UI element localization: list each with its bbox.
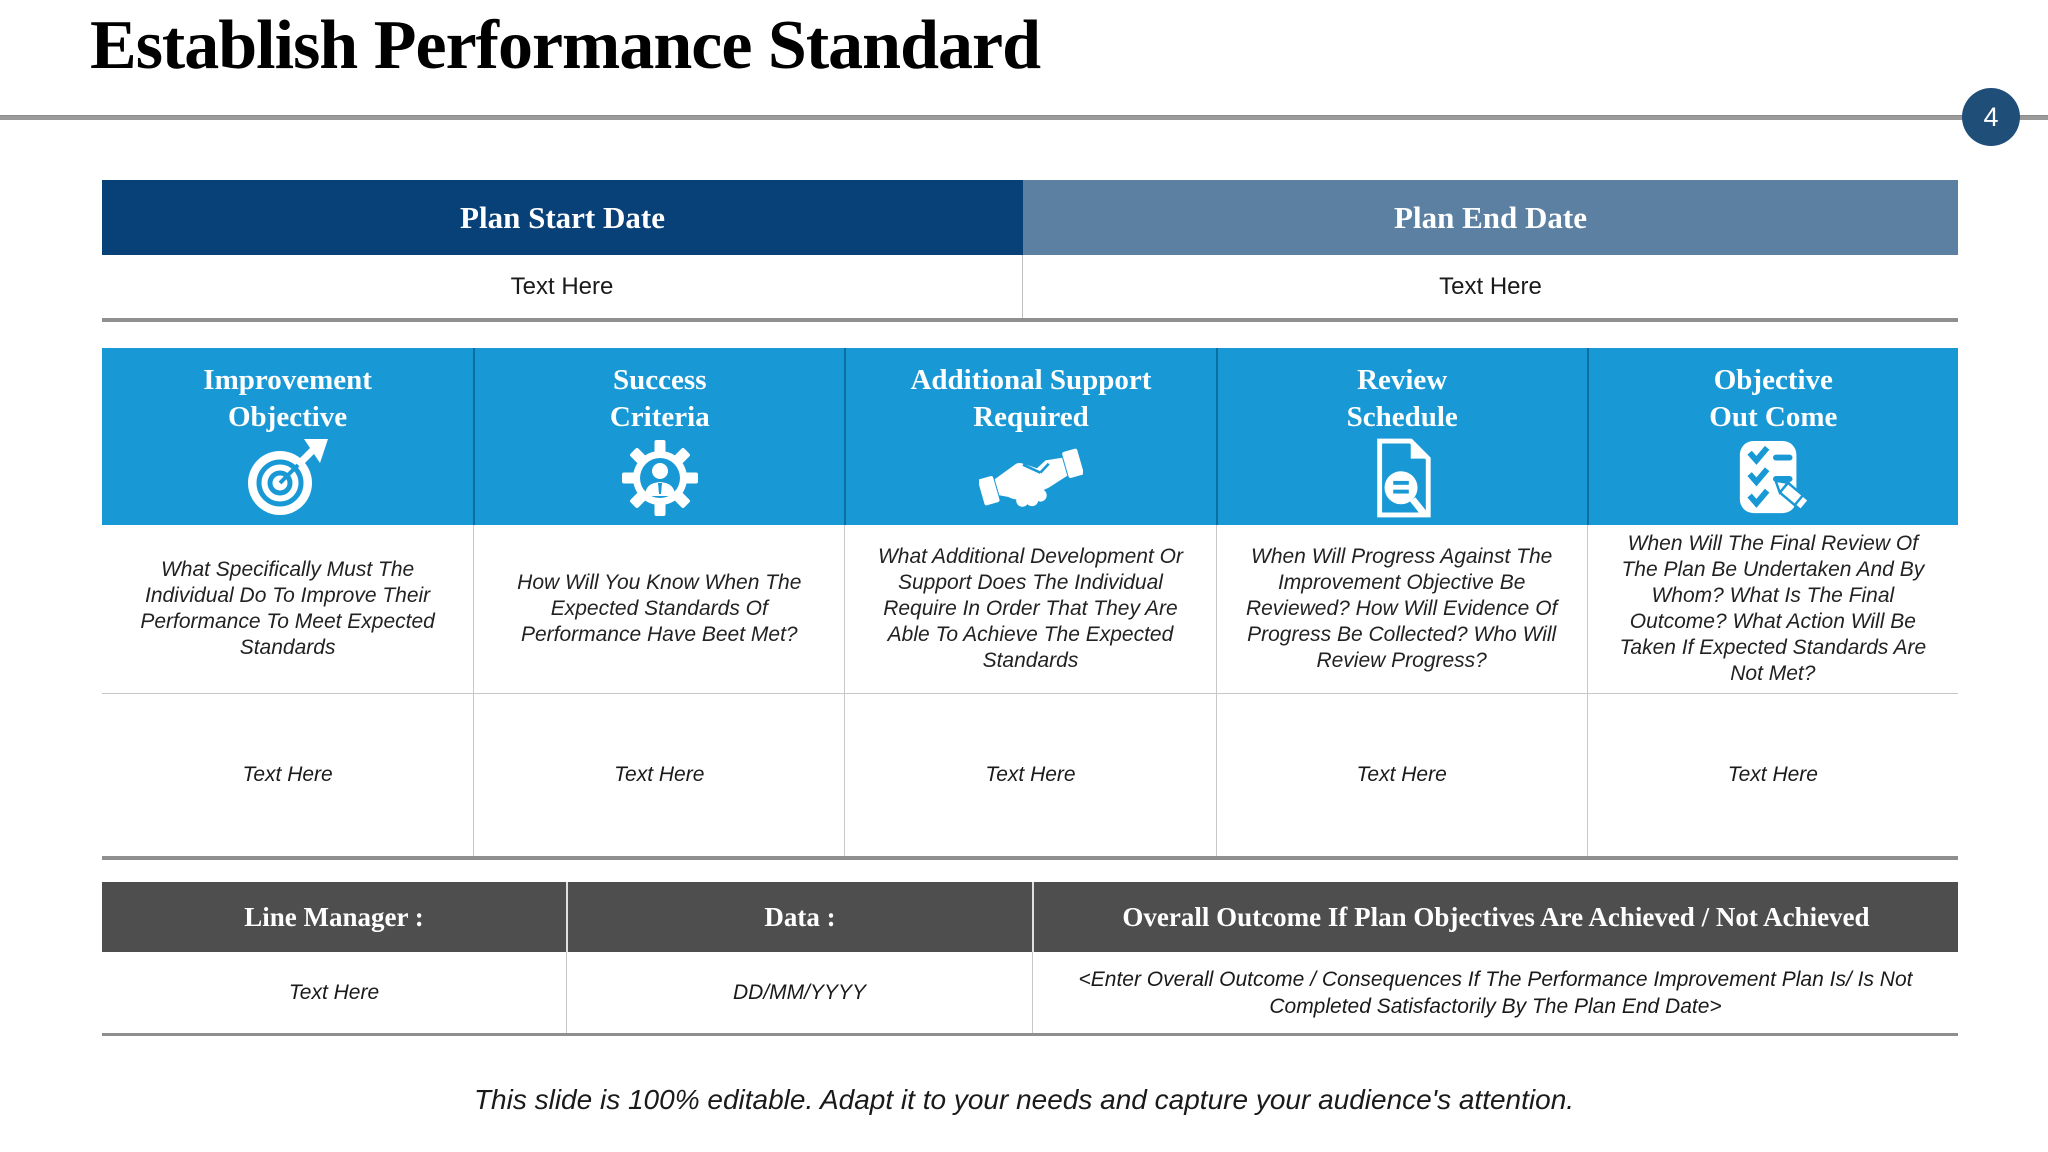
column-label: Objective Out Come <box>1709 364 1838 433</box>
date-placeholder[interactable]: DD/MM/YYYY <box>566 952 1032 1033</box>
value-additional-support[interactable]: Text Here <box>844 694 1215 856</box>
description-success-criteria: How Will You Know When The Expected Stan… <box>473 525 844 693</box>
value-review-schedule[interactable]: Text Here <box>1215 694 1587 856</box>
header-success-criteria: Success Criteria <box>473 348 845 525</box>
column-label: Review Schedule <box>1346 364 1458 433</box>
summary-table: Line Manager : Data : Overall Outcome If… <box>102 882 1958 1036</box>
checklist-pencil-icon <box>1730 436 1816 525</box>
overall-outcome-header: Overall Outcome If Plan Objectives Are A… <box>1032 882 1958 952</box>
page-number-badge: 4 <box>1962 88 2020 146</box>
header-objective-outcome: Objective Out Come <box>1586 348 1958 525</box>
title-divider <box>0 115 2048 120</box>
summary-header-row: Line Manager : Data : Overall Outcome If… <box>102 882 1958 952</box>
page-number: 4 <box>1983 101 1999 132</box>
column-label: Improvement Objective <box>203 364 372 433</box>
plan-start-date-placeholder[interactable]: Text Here <box>102 255 1023 318</box>
line-manager-header: Line Manager : <box>102 882 566 952</box>
page-title: Establish Performance Standard <box>90 7 1041 84</box>
document-search-icon <box>1368 436 1436 525</box>
objectives-header-row: Improvement Objective Success <box>102 348 1958 525</box>
header-review-schedule: Review Schedule <box>1215 348 1587 525</box>
description-objective-outcome: When Will The Final Review Of The Plan B… <box>1586 525 1958 693</box>
description-improvement-objective: What Specifically Must The Individual Do… <box>140 558 435 659</box>
value-improvement-objective[interactable]: Text Here <box>242 763 333 786</box>
objectives-value-row: Text Here Text Here Text Here Text Here … <box>102 694 1958 860</box>
objectives-table: Improvement Objective Success <box>102 348 1958 860</box>
plan-end-date-placeholder[interactable]: Text Here <box>1439 272 1542 300</box>
objectives-description-row: What Specifically Must The Individual Do… <box>102 525 1958 694</box>
description-review-schedule: When Will Progress Against The Improveme… <box>1215 525 1587 693</box>
editable-note: This slide is 100% editable. Adapt it to… <box>473 1084 1575 1115</box>
header-additional-support: Additional Support Required <box>844 348 1216 525</box>
data-header: Data : <box>566 882 1032 952</box>
column-label: Additional Support Required <box>910 364 1152 433</box>
header-improvement-objective: Improvement Objective <box>102 348 474 525</box>
plan-dates-header-row: Plan Start Date Plan End Date <box>102 180 1958 255</box>
handshake-icon <box>978 436 1083 525</box>
summary-value-row: Text Here DD/MM/YYYY <Enter Overall Outc… <box>102 952 1958 1036</box>
column-label: Success Criteria <box>609 364 710 433</box>
value-success-criteria[interactable]: Text Here <box>473 694 844 856</box>
plan-dates-value-row: Text Here Text Here <box>102 255 1958 322</box>
value-objective-outcome[interactable]: Text Here <box>1586 694 1958 856</box>
plan-end-date-header: Plan End Date <box>1023 180 1958 255</box>
line-manager-placeholder[interactable]: Text Here <box>288 981 380 1004</box>
plan-start-date-header: Plan Start Date <box>102 180 1023 255</box>
description-additional-support: What Additional Development Or Support D… <box>844 525 1215 693</box>
gear-person-icon <box>620 436 700 525</box>
overall-outcome-placeholder[interactable]: <Enter Overall Outcome / Consequences If… <box>1032 952 1958 1033</box>
plan-dates-table: Plan Start Date Plan End Date Text Here … <box>102 180 1958 322</box>
target-icon <box>242 436 334 525</box>
